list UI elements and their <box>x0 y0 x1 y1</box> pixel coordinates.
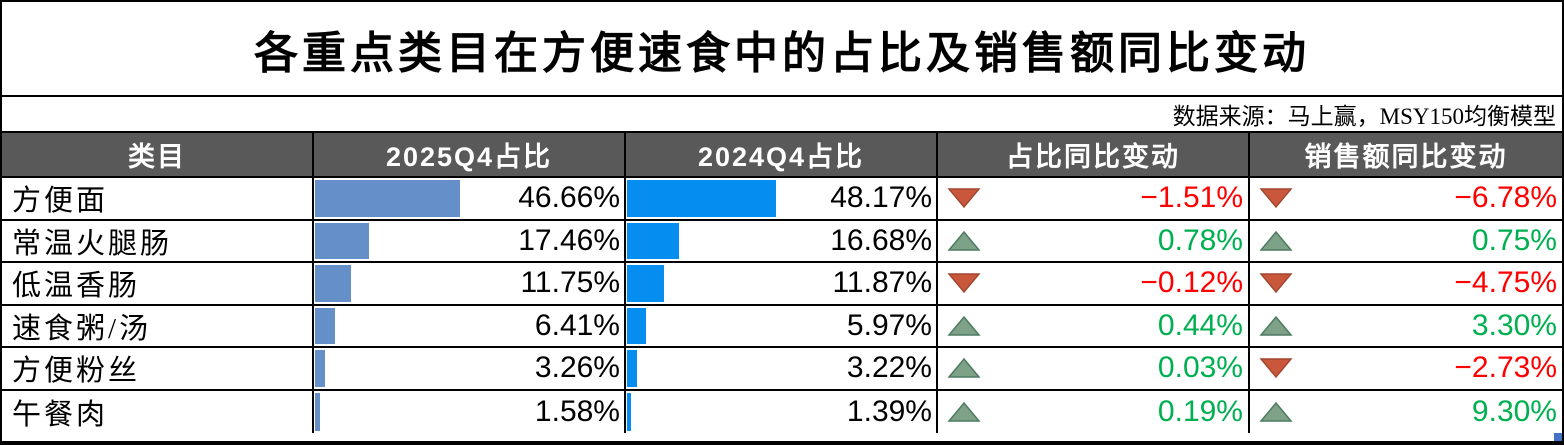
category-cell: 低温香肠 <box>2 263 314 306</box>
share-2024-cell: 11.87% <box>626 263 938 306</box>
title-box: 各重点类目在方便速食中的占比及销售额同比变动 <box>2 2 1562 97</box>
trend-arrow-icon <box>1258 313 1296 339</box>
category-cell: 方便面 <box>2 178 314 221</box>
share-change-value: −0.12% <box>1140 266 1243 300</box>
data-source-label: 数据来源：马上赢，MSY150均衡模型 <box>1172 104 1556 129</box>
trend-arrow-icon <box>946 313 984 339</box>
sales-change-value: 9.30% <box>1471 394 1557 428</box>
databar-2024-icon <box>627 350 637 387</box>
databar-2025-icon <box>315 392 320 431</box>
share-2024-value: 16.68% <box>830 223 932 257</box>
share-2024-value: 1.39% <box>846 394 932 428</box>
databar-2024-icon <box>627 180 777 217</box>
header-2024q4-share: 2024Q4占比 <box>626 133 938 178</box>
share-2025-value: 46.66% <box>518 181 620 215</box>
share-2025-cell: 1.58% <box>314 390 626 433</box>
trend-arrow-icon <box>946 399 984 425</box>
share-change-cell: 0.44% <box>938 305 1250 348</box>
databar-2025-icon <box>315 265 352 302</box>
trend-arrow-icon <box>1258 355 1296 381</box>
sales-change-cell: −2.73% <box>1250 348 1562 391</box>
share-change-value: 0.78% <box>1157 223 1243 257</box>
page-title: 各重点类目在方便速食中的占比及销售额同比变动 <box>254 28 1310 78</box>
databar-2024-icon <box>627 265 664 302</box>
trend-arrow-icon <box>1258 270 1296 296</box>
share-2025-value: 1.58% <box>534 394 620 428</box>
sales-change-value: −4.75% <box>1454 266 1557 300</box>
header-2025q4-share: 2025Q4占比 <box>314 133 626 178</box>
header-share-yoy-change: 占比同比变动 <box>938 133 1250 178</box>
trend-arrow-icon <box>1258 185 1296 211</box>
databar-2025-icon <box>315 222 370 259</box>
databar-2025-icon <box>315 307 335 344</box>
share-change-cell: 0.03% <box>938 348 1250 391</box>
share-change-cell: 0.19% <box>938 390 1250 433</box>
share-2025-cell: 11.75% <box>314 263 626 306</box>
trend-arrow-icon <box>946 270 984 296</box>
sales-change-cell: 9.30% <box>1250 391 1562 434</box>
share-2025-cell: 3.26% <box>314 348 626 391</box>
share-2025-cell: 17.46% <box>314 220 626 263</box>
sales-change-cell: 3.30% <box>1250 306 1562 348</box>
sales-change-cell: −6.78% <box>1250 178 1562 221</box>
trend-arrow-icon <box>946 355 984 381</box>
share-2025-value: 3.26% <box>534 351 620 385</box>
trend-arrow-icon <box>1258 399 1296 425</box>
header-category: 类目 <box>2 133 314 178</box>
category-cell: 常温火腿肠 <box>2 220 314 263</box>
share-2025-cell: 46.66% <box>314 178 626 221</box>
databar-2025-icon <box>315 350 326 387</box>
sales-change-value: 0.75% <box>1471 223 1557 257</box>
share-change-cell: 0.78% <box>938 220 1250 263</box>
share-2024-cell: 5.97% <box>626 305 938 348</box>
share-change-value: 0.44% <box>1157 308 1243 342</box>
share-2024-value: 11.87% <box>832 266 932 300</box>
share-2025-value: 17.46% <box>518 223 620 257</box>
category-cell: 速食粥/汤 <box>2 305 314 348</box>
sales-change-cell: −4.75% <box>1250 263 1562 306</box>
selection-handle-icon <box>1554 433 1562 441</box>
share-change-value: 0.19% <box>1157 394 1243 428</box>
sales-change-value: −6.78% <box>1454 181 1557 215</box>
category-cell: 方便粉丝 <box>2 348 314 391</box>
share-2025-cell: 6.41% <box>314 305 626 348</box>
share-2024-value: 5.97% <box>846 308 932 342</box>
share-2024-cell: 3.22% <box>626 348 938 391</box>
share-change-value: −1.51% <box>1140 181 1243 215</box>
share-2024-cell: 1.39% <box>626 390 938 433</box>
trend-arrow-icon <box>1258 228 1296 254</box>
share-2024-cell: 16.68% <box>626 220 938 263</box>
sales-change-value: −2.73% <box>1454 351 1557 385</box>
share-2024-value: 3.22% <box>846 351 932 385</box>
share-2024-cell: 48.17% <box>626 178 938 221</box>
share-change-cell: −0.12% <box>938 263 1250 306</box>
databar-2024-icon <box>627 222 679 259</box>
share-change-value: 0.03% <box>1157 351 1243 385</box>
data-table: 类目 2025Q4占比 2024Q4占比 占比同比变动 销售额同比变动 方便面 … <box>2 133 1562 433</box>
trend-arrow-icon <box>946 185 984 211</box>
header-sales-yoy-change: 销售额同比变动 <box>1250 133 1562 178</box>
share-2025-value: 6.41% <box>534 308 620 342</box>
share-2024-value: 48.17% <box>830 181 932 215</box>
databar-2024-icon <box>627 307 646 344</box>
share-2025-value: 11.75% <box>520 266 620 300</box>
share-change-cell: −1.51% <box>938 178 1250 221</box>
trend-arrow-icon <box>946 228 984 254</box>
category-cell: 午餐肉 <box>2 390 314 433</box>
databar-2024-icon <box>627 392 632 431</box>
source-band: 数据来源：马上赢，MSY150均衡模型 <box>2 97 1562 133</box>
databar-2025-icon <box>315 180 460 217</box>
sales-change-cell: 0.75% <box>1250 221 1562 263</box>
sales-change-value: 3.30% <box>1471 308 1557 342</box>
